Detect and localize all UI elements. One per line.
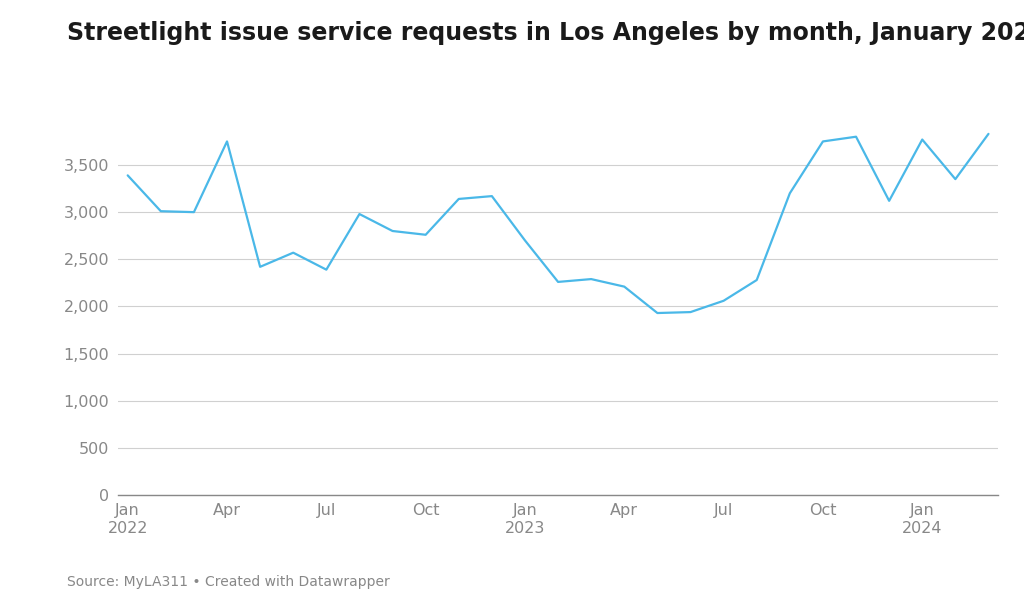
Text: Streetlight issue service requests in Los Angeles by month, January 2022–March 2: Streetlight issue service requests in Lo…	[67, 21, 1024, 45]
Text: Source: MyLA311 • Created with Datawrapper: Source: MyLA311 • Created with Datawrapp…	[67, 575, 389, 589]
